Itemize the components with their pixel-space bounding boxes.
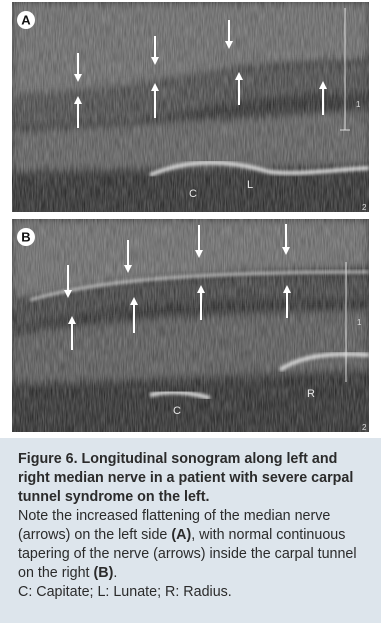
bone-label: R [307,388,315,400]
scale-label: 2 [362,203,367,212]
caption-text: , with normal continuous tapering of the… [18,527,357,581]
caption-text: Note the increased flattening of the med… [18,508,331,543]
arrows-a [74,20,327,128]
caption: Figure 6. Longitudinal sonogram along le… [0,438,381,623]
scale-label: 1 [357,318,362,327]
arrows-b [64,224,291,350]
caption-text: . [113,565,118,581]
scale-label: 1 [356,100,361,109]
caption-legend: C: Capitate; L: Lunate; R: Radius. [18,584,232,600]
scale-label: 2 [362,423,367,432]
panel-badge [17,228,35,246]
figure-images: A C L 1 2 B C R 1 2 [12,2,369,432]
bone-label: C [173,405,181,417]
caption-title: Figure 6. Longitudinal sonogram along le… [18,451,354,505]
caption-ref: (A) [171,527,192,543]
panel-label: A [21,13,31,28]
bone-label: C [189,188,197,200]
caption-ref: (B) [93,565,114,581]
sonogram-a [12,2,369,212]
bone-label: L [247,179,253,191]
panel-badge [17,11,35,29]
sonogram-b [12,219,369,432]
panel-label: B [21,230,30,245]
